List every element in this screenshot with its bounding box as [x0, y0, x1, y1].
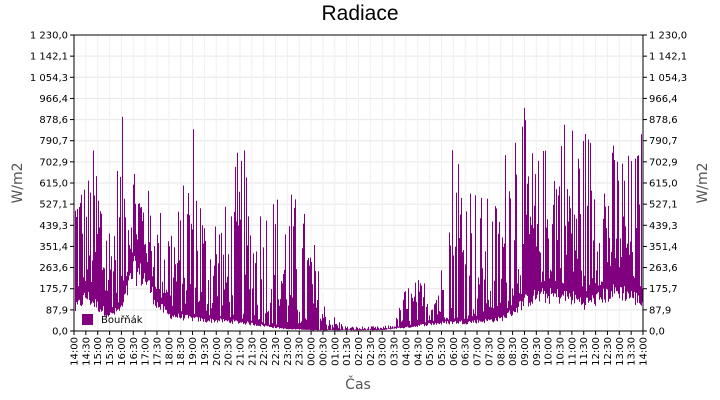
y-axis-title-right: W/m2 — [695, 162, 711, 203]
y-tick-label-right: 878,6 — [649, 115, 678, 126]
y-tick-label-left: 263,6 — [39, 263, 68, 274]
y-tick-label-left: 702,9 — [39, 157, 68, 168]
x-tick-label: 22:30 — [271, 337, 282, 366]
x-tick-label: 10:00 — [544, 337, 555, 366]
y-tick-label-left: 1 054,3 — [30, 73, 68, 84]
legend: Bouřňák — [82, 314, 143, 326]
x-tick-label: 09:00 — [520, 337, 531, 366]
x-tick-label: 16:30 — [129, 337, 140, 366]
y-tick-label-right: 439,3 — [649, 221, 678, 232]
x-tick-label: 08:00 — [496, 337, 507, 366]
y-tick-label-left: 966,4 — [39, 94, 68, 105]
x-tick-label: 02:30 — [366, 337, 377, 366]
chart-title: Radiace — [321, 2, 399, 25]
x-tick-label: 10:30 — [556, 337, 567, 366]
y-tick-label-right: 351,4 — [649, 242, 678, 253]
x-tick-label: 15:00 — [93, 337, 104, 366]
x-tick-label: 12:00 — [591, 337, 602, 366]
legend-swatch — [82, 314, 93, 325]
y-axis-left: 0,0 87,9 175,7 263,6 351,4 439,3 527,1 615,0 702… — [30, 31, 74, 338]
y-tick-label-left: 1 142,1 — [30, 52, 68, 63]
x-tick-label: 11:00 — [567, 337, 578, 366]
x-tick-label: 07:30 — [484, 337, 495, 366]
y-tick-label-right: 1 054,3 — [649, 73, 687, 84]
x-tick-label: 13:00 — [615, 337, 626, 366]
x-tick-label: 21:30 — [247, 337, 258, 366]
y-tick-label-left: 878,6 — [39, 115, 68, 126]
x-tick-label: 20:00 — [212, 337, 223, 366]
y-tick-label-left: 87,9 — [46, 305, 68, 316]
x-tick-label: 03:00 — [378, 337, 389, 366]
x-tick-label: 02:00 — [354, 337, 365, 366]
x-tick-label: 03:30 — [390, 337, 401, 366]
y-tick-label-left: 527,1 — [39, 200, 68, 211]
y-axis-title-left: W/m2 — [10, 162, 26, 203]
y-tick-label-right: 1 230,0 — [649, 31, 687, 42]
x-axis: 14:00 14:30 15:00 15:30 16:00 16:30 17:00 17:30… — [70, 331, 650, 366]
grid-lines — [74, 35, 643, 331]
y-axis-right: 0,0 87,9 175,7 263,6 351,4 439,3 527,1 615,0 702… — [643, 31, 687, 338]
y-tick-label-right: 527,1 — [649, 200, 678, 211]
x-tick-label: 04:30 — [413, 337, 424, 366]
x-tick-label: 07:00 — [473, 337, 484, 366]
x-tick-label: 08:30 — [508, 337, 519, 366]
x-tick-label: 23:00 — [283, 337, 294, 366]
x-tick-label: 06:00 — [449, 337, 460, 366]
x-tick-label: 14:30 — [81, 337, 92, 366]
x-tick-label: 05:00 — [425, 337, 436, 366]
x-tick-label: 17:00 — [141, 337, 152, 366]
x-tick-label: 23:30 — [295, 337, 306, 366]
y-tick-label-left: 175,7 — [39, 284, 68, 295]
x-tick-label: 12:30 — [603, 337, 614, 366]
x-tick-label: 11:30 — [579, 337, 590, 366]
x-tick-label: 20:30 — [224, 337, 235, 366]
x-tick-label: 00:30 — [318, 337, 329, 366]
x-tick-label: 14:00 — [70, 337, 81, 366]
y-tick-label-left: 439,3 — [39, 221, 68, 232]
y-tick-label-right: 702,9 — [649, 157, 678, 168]
x-tick-label: 00:00 — [307, 337, 318, 366]
x-tick-label: 17:30 — [152, 337, 163, 366]
x-tick-label: 22:00 — [259, 337, 270, 366]
y-tick-label-left: 615,0 — [39, 179, 68, 190]
x-tick-label: 09:30 — [532, 337, 543, 366]
y-tick-label-left: 351,4 — [39, 242, 68, 253]
x-tick-label: 01:30 — [342, 337, 353, 366]
x-tick-label: 14:00 — [639, 337, 650, 366]
x-axis-title: Čas — [345, 375, 371, 393]
x-tick-label: 16:00 — [117, 337, 128, 366]
y-tick-label-right: 966,4 — [649, 94, 678, 105]
y-tick-label-left: 790,7 — [39, 136, 68, 147]
y-tick-label-right: 263,6 — [649, 263, 678, 274]
legend-label: Bouřňák — [101, 314, 143, 326]
y-tick-label-right: 790,7 — [649, 136, 678, 147]
x-tick-label: 05:30 — [437, 337, 448, 366]
y-tick-label-right: 615,0 — [649, 179, 678, 190]
x-tick-label: 13:30 — [627, 337, 638, 366]
x-tick-label: 01:00 — [330, 337, 341, 366]
y-tick-label-right: 1 142,1 — [649, 52, 687, 63]
x-tick-label: 04:00 — [401, 337, 412, 366]
y-tick-label-left: 1 230,0 — [30, 31, 68, 42]
x-tick-label: 19:30 — [200, 337, 211, 366]
x-tick-label: 19:00 — [188, 337, 199, 366]
x-tick-label: 18:00 — [164, 337, 175, 366]
y-tick-label-left: 0,0 — [52, 327, 68, 338]
data-bars — [75, 107, 643, 331]
x-tick-label: 21:00 — [235, 337, 246, 366]
x-tick-label: 18:30 — [176, 337, 187, 366]
x-tick-label: 15:30 — [105, 337, 116, 366]
y-tick-label-right: 175,7 — [649, 284, 678, 295]
x-tick-label: 06:30 — [461, 337, 472, 366]
y-tick-label-right: 0,0 — [649, 327, 665, 338]
y-tick-label-right: 87,9 — [649, 305, 671, 316]
